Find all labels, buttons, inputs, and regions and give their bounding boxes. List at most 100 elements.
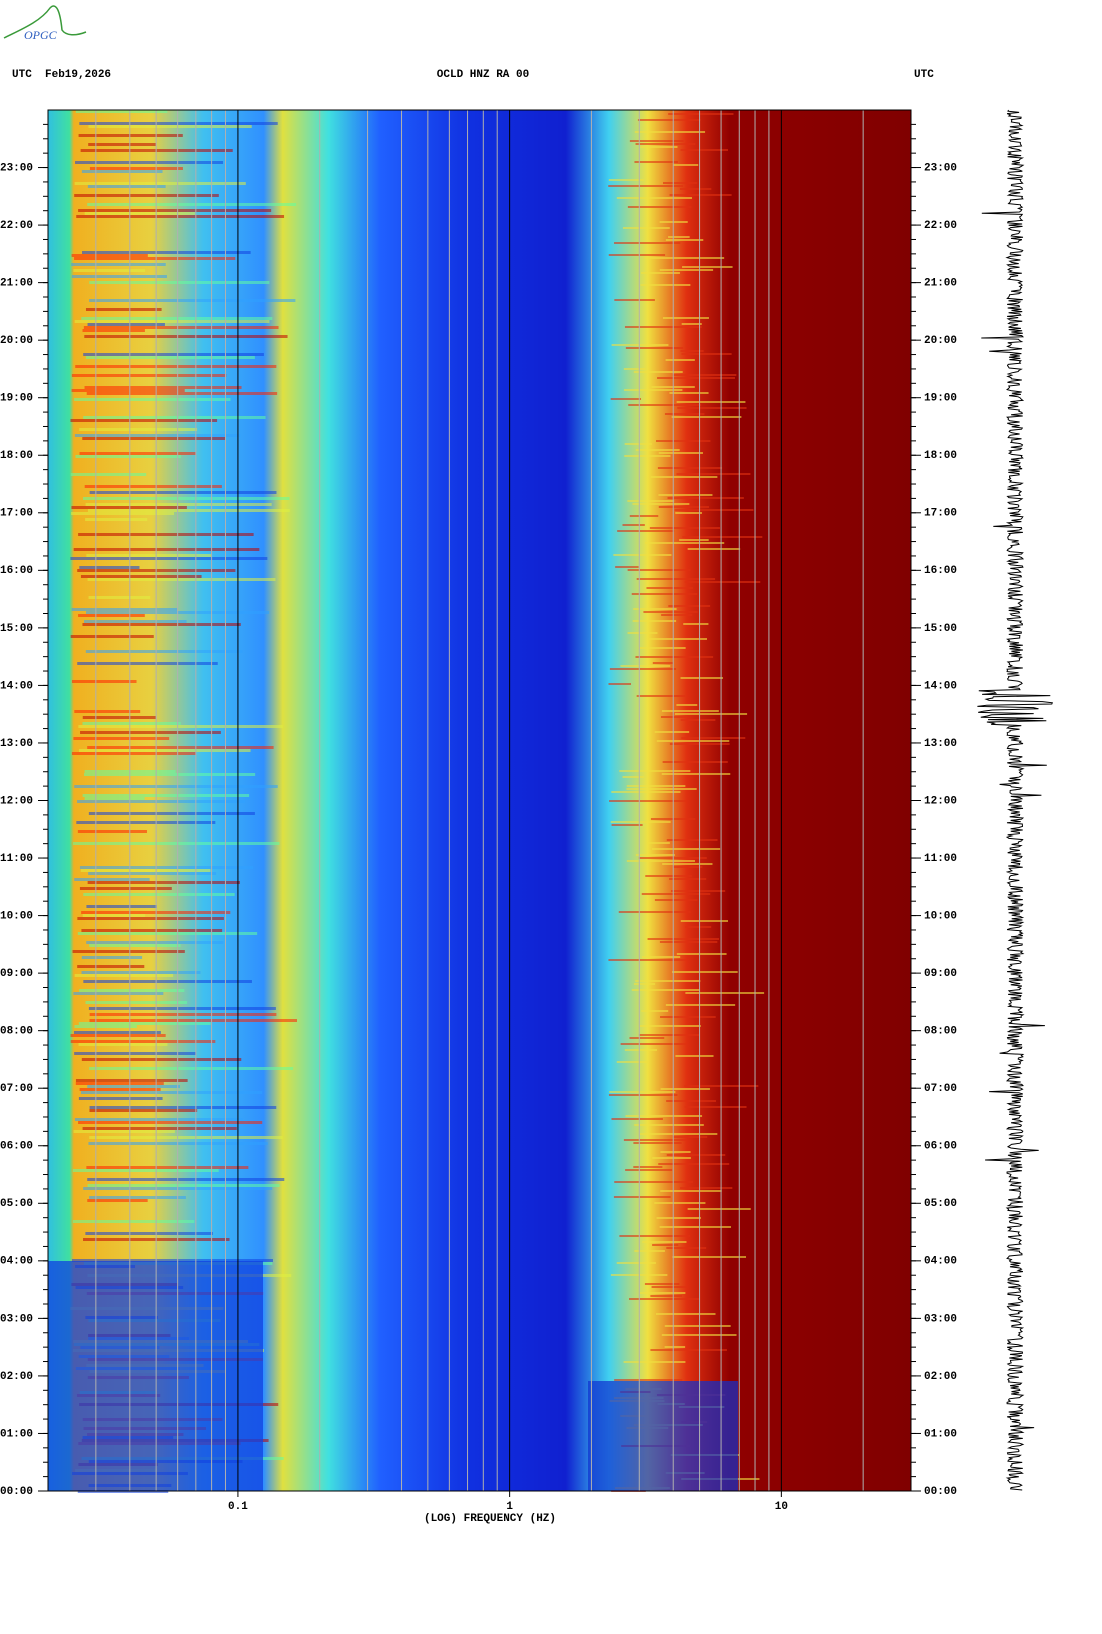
streak xyxy=(87,185,166,188)
streak xyxy=(657,467,723,469)
streak xyxy=(673,866,703,868)
streak xyxy=(687,1208,751,1210)
streak xyxy=(620,1043,687,1045)
streak xyxy=(80,1091,263,1094)
streak xyxy=(78,1043,168,1046)
streak xyxy=(78,134,183,137)
streak xyxy=(645,542,725,544)
streak xyxy=(611,1118,663,1120)
streak xyxy=(683,623,709,625)
streak xyxy=(661,710,719,712)
streak xyxy=(664,413,705,415)
streak xyxy=(73,1130,175,1133)
streak xyxy=(680,188,712,190)
y-tick-label: 05:00 xyxy=(0,1198,33,1210)
streak xyxy=(639,1025,701,1027)
streak xyxy=(663,182,698,184)
streak xyxy=(82,329,145,332)
streak xyxy=(75,161,224,164)
streak xyxy=(641,893,711,895)
y-tick-label: 09:00 xyxy=(0,968,33,980)
streak xyxy=(638,1034,700,1036)
streak xyxy=(664,1325,731,1327)
streak xyxy=(659,941,718,943)
streak xyxy=(624,389,683,391)
y-tick-label: 04:00 xyxy=(924,1256,957,1268)
x-tick-label: 1 xyxy=(506,1501,513,1513)
streak xyxy=(682,536,763,538)
streak xyxy=(80,731,221,734)
streak xyxy=(622,227,670,229)
streak xyxy=(77,965,145,968)
streak xyxy=(674,509,754,511)
streak xyxy=(81,170,163,173)
streak xyxy=(87,578,276,581)
y-tick-label: 18:00 xyxy=(924,450,957,462)
streak xyxy=(84,773,256,776)
streak xyxy=(89,1067,294,1070)
streak xyxy=(684,1106,747,1108)
streak xyxy=(74,182,246,185)
streak xyxy=(619,1235,691,1237)
streak xyxy=(684,581,761,583)
streak xyxy=(644,257,725,259)
streak xyxy=(661,773,731,775)
streak xyxy=(88,872,217,875)
streak xyxy=(614,1379,683,1381)
streak xyxy=(89,1106,277,1109)
streak xyxy=(627,569,691,571)
streak xyxy=(661,614,693,616)
y-tick-label: 12:00 xyxy=(924,795,957,807)
streak xyxy=(71,752,196,755)
streak xyxy=(633,1166,663,1168)
streak xyxy=(84,212,195,215)
y-tick-label: 06:00 xyxy=(924,1141,957,1153)
left-header: UTC Feb19,2026 xyxy=(12,69,111,81)
streak xyxy=(79,428,198,431)
streak xyxy=(89,1013,277,1016)
streak xyxy=(84,335,288,338)
y-tick-label: 01:00 xyxy=(924,1428,957,1440)
streak xyxy=(646,587,693,589)
streak xyxy=(665,359,695,361)
streak xyxy=(664,1346,686,1348)
streak xyxy=(644,1283,680,1285)
streak xyxy=(680,677,723,679)
streak xyxy=(616,1061,648,1063)
streak xyxy=(611,344,669,346)
streak xyxy=(71,275,167,278)
streak xyxy=(672,1136,708,1138)
streak xyxy=(76,215,285,218)
streak xyxy=(629,515,659,517)
streak xyxy=(75,1079,188,1082)
streak xyxy=(617,530,675,532)
streak xyxy=(680,149,728,151)
streak xyxy=(75,110,168,113)
streak xyxy=(82,914,146,917)
y-tick-label: 13:00 xyxy=(924,738,957,750)
streak xyxy=(89,1019,297,1022)
y-tick-label: 22:00 xyxy=(0,220,33,232)
streak xyxy=(654,731,690,733)
streak xyxy=(626,860,695,862)
streak xyxy=(652,1244,679,1246)
streak xyxy=(640,284,691,286)
logo-text: OPGC xyxy=(24,28,58,42)
streak xyxy=(623,368,646,370)
streak xyxy=(75,1082,164,1085)
streak xyxy=(611,791,681,793)
logo: OPGC xyxy=(3,5,87,42)
streak xyxy=(80,869,211,872)
streak xyxy=(84,485,222,488)
streak xyxy=(78,725,283,728)
streak xyxy=(662,863,713,865)
streak xyxy=(671,890,726,892)
streak xyxy=(609,800,687,802)
y-tick-label: 18:00 xyxy=(0,450,33,462)
streak xyxy=(74,974,174,977)
streak xyxy=(89,491,277,494)
streak xyxy=(625,347,684,349)
streak xyxy=(627,206,692,208)
streak xyxy=(79,1088,161,1091)
